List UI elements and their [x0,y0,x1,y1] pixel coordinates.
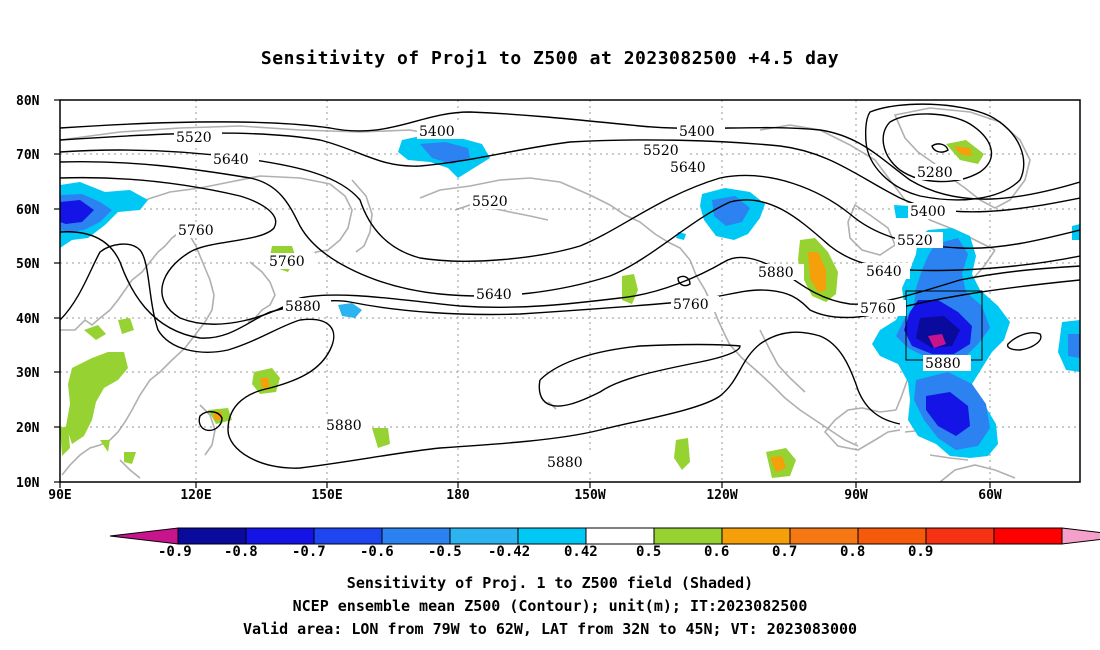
colorbar-swatch [721,527,791,545]
lat-label: 10N [16,476,40,491]
contour-label: 5640 [213,152,249,168]
lat-label: 40N [16,312,40,327]
lon-label: 60W [978,488,1002,503]
contour-label: 5520 [176,130,212,146]
contour-label: 5760 [269,254,305,270]
latitude-labels: 80N 70N 60N 50N 40N 30N 20N 10N [16,94,40,491]
lat-label: 70N [16,148,40,163]
colorbar-swatch [381,527,451,545]
lon-label: 150E [311,488,342,503]
lat-label: 60N [16,203,40,218]
contour-label: 5760 [673,297,709,313]
colorbar-swatch [789,527,859,545]
colorbar-label: -0.7 [292,544,326,560]
lon-label: 120W [706,488,737,503]
contour-label: 5400 [419,124,455,140]
lat-label: 30N [16,366,40,381]
colorbar-swatch [925,527,995,545]
colorbar-swatch [653,527,723,545]
colorbar-label: 0.8 [840,544,866,560]
colorbar-label: -0.42 [488,544,531,560]
colorbar-label: -0.8 [224,544,258,560]
colorbar-swatch [517,527,587,545]
colorbar-arrow-low [109,527,179,545]
contour-labels: 5520 5640 5400 5760 5760 5880 5520 5640 … [174,123,971,471]
lon-label: 180 [446,488,470,503]
contour-label: 5760 [178,223,214,239]
sensitivity-shading [60,134,1080,478]
colorbar-label: 0.9 [908,544,934,560]
contour-label: 5280 [917,165,953,181]
colorbar-swatch [177,527,247,545]
axis-ticks [54,99,991,488]
contour-label: 5880 [925,356,961,372]
colorbar-swatch [993,527,1063,545]
colorbar-swatch [585,527,655,545]
lat-label: 80N [16,94,40,109]
contour-label: 5880 [547,455,583,471]
contour-label: 5400 [910,204,946,220]
caption-line-1: Sensitivity of Proj. 1 to Z500 field (Sh… [346,574,754,592]
colorbar-label: 0.7 [772,544,798,560]
contour-label: 5520 [897,233,933,249]
contour-label: 5640 [670,160,706,176]
contour-label: 5880 [326,418,362,434]
contour-label: 5640 [476,287,512,303]
colorbar-swatch [313,527,383,545]
contour-label: 5520 [643,143,679,159]
coastlines [60,107,1031,482]
lon-label: 150W [574,488,605,503]
lon-label: 90W [844,488,868,503]
longitude-labels: 90E 120E 150E 180 150W 120W 90W 60W [48,488,1002,503]
colorbar-label: -0.5 [428,544,462,560]
colorbar-swatch [245,527,315,545]
colorbar-swatch [449,527,519,545]
lat-label: 20N [16,421,40,436]
shade-negative-east-us [894,205,910,218]
colorbar-label: 0.5 [636,544,662,560]
chart-title: Sensitivity of Proj1 to Z500 at 20230825… [260,48,840,69]
lon-label: 120E [180,488,211,503]
colorbar-label: -0.9 [158,544,192,560]
caption-line-2: NCEP ensemble mean Z500 (Contour); unit(… [292,597,808,615]
colorbar-label: -0.6 [360,544,394,560]
contour-label: 5640 [866,264,902,280]
colorbar-label: 0.6 [704,544,730,560]
colorbar-swatch [857,527,927,545]
contour-label: 5880 [758,265,794,281]
colorbar-label: 0.42 [564,544,598,560]
lon-label: 90E [48,488,71,503]
contour-label: 5880 [285,299,321,315]
contour-label: 5400 [679,124,715,140]
contour-label: 5520 [472,194,508,210]
lat-label: 50N [16,257,40,272]
colorbar [109,527,1100,545]
colorbar-arrow-high [1061,527,1100,545]
caption-line-3: Valid area: LON from 79W to 62W, LAT fro… [242,620,858,638]
map-frame [59,99,1081,483]
contour-label: 5760 [860,301,896,317]
